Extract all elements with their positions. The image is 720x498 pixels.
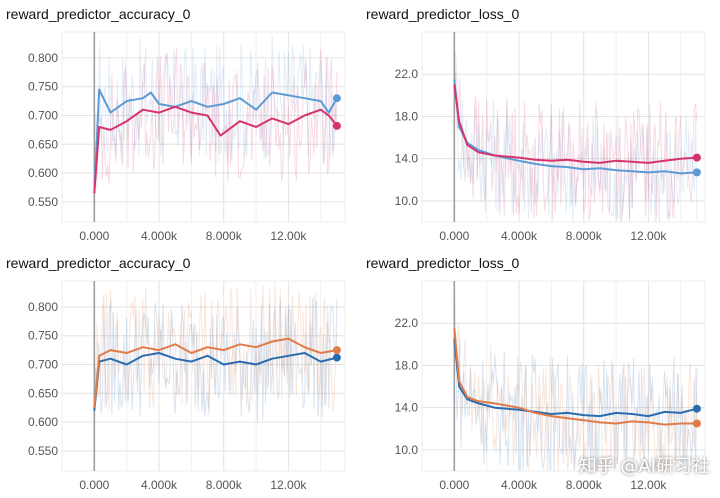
y-tick-label: 0.650 [28, 386, 58, 400]
x-tick-label: 4.000k [501, 478, 538, 492]
x-tick-label: 4.000k [141, 478, 178, 492]
y-tick-label: 22.0 [395, 67, 419, 81]
y-tick-label: 0.800 [28, 51, 58, 65]
x-tick-label: 4.000k [141, 229, 178, 243]
y-tick-label: 18.0 [395, 358, 419, 372]
watermark: 知乎 @AI研习社 [578, 456, 710, 477]
y-tick-label: 10.0 [395, 443, 419, 457]
series-line [93, 337, 338, 408]
y-tick-label: 0.600 [28, 166, 58, 180]
series-line [453, 328, 697, 426]
y-tick-label: 14.0 [395, 152, 419, 166]
y-tick-label: 0.550 [28, 195, 58, 209]
x-tick-label: 12.00k [270, 229, 307, 243]
series-end-point [332, 121, 341, 130]
series-line [453, 84, 697, 164]
y-tick-label: 10.0 [395, 194, 419, 208]
series-end-point [692, 168, 701, 177]
chart-panel-accuracy-2: reward_predictor_accuracy_0 0.550 0.600 0.… [0, 249, 360, 498]
x-tick-label: 0.000 [439, 229, 469, 243]
plot-area [421, 280, 706, 472]
chart-plot: 10.0 14.0 18.0 22.0 0.000 4.000k 8.000k 12.00k [395, 280, 706, 492]
y-tick-label: 22.0 [395, 316, 419, 330]
y-tick-label: 14.0 [395, 401, 419, 415]
series-end-point [332, 94, 341, 103]
series-raw-trace [453, 282, 698, 472]
plot-area [61, 280, 346, 472]
series-line [453, 79, 697, 175]
y-tick-label: 0.750 [28, 80, 58, 94]
x-tick-label: 0.000 [439, 478, 469, 492]
chart-panel-loss-1: reward_predictor_loss_0 10.0 14.0 18.0 22.0… [360, 0, 720, 249]
series-raw-trace [93, 34, 338, 188]
chart-title: reward_predictor_accuracy_0 [6, 6, 191, 22]
series-line [453, 338, 698, 418]
x-tick-label: 0.000 [79, 478, 109, 492]
x-tick-label: 12.00k [630, 229, 667, 243]
chart-plot: 0.550 0.600 0.650 0.700 0.750 0.800 0.000 4.000… [28, 280, 346, 492]
x-tick-label: 12.00k [270, 478, 307, 492]
y-tick-label: 0.600 [28, 415, 58, 429]
series-line [93, 88, 338, 194]
chart-panel-accuracy-1: reward_predictor_accuracy_0 0.550 0.600 0.… [0, 0, 360, 249]
series-end-point [332, 353, 341, 362]
x-tick-label: 12.00k [630, 478, 667, 492]
chart-plot: 0.550 0.600 0.650 0.700 0.750 0.800 0.000 4.000… [28, 31, 346, 243]
series-raw-trace [93, 297, 338, 428]
y-tick-label: 0.650 [28, 137, 58, 151]
y-tick-label: 0.800 [28, 300, 58, 314]
x-tick-label: 8.000k [206, 229, 243, 243]
series-end-point [692, 419, 701, 428]
y-tick-label: 0.550 [28, 444, 58, 458]
x-tick-label: 0.000 [79, 229, 109, 243]
plot-area [61, 31, 346, 223]
series-end-point [692, 404, 701, 413]
series-raw-trace [93, 47, 338, 223]
chart-title: reward_predictor_loss_0 [366, 255, 520, 271]
y-tick-label: 0.750 [28, 329, 58, 343]
series-end-point [332, 346, 341, 355]
chart-title: reward_predictor_accuracy_0 [6, 255, 191, 271]
y-tick-label: 0.700 [28, 357, 58, 371]
series-line [93, 105, 338, 194]
x-tick-label: 4.000k [501, 229, 538, 243]
x-tick-label: 8.000k [566, 229, 603, 243]
series-raw-trace [453, 327, 698, 472]
x-tick-label: 8.000k [566, 478, 603, 492]
y-tick-label: 0.700 [28, 108, 58, 122]
series-raw-trace [453, 72, 698, 222]
x-tick-label: 8.000k [206, 478, 243, 492]
series-line [93, 352, 338, 411]
series-raw-trace [93, 280, 338, 412]
series-raw-trace [453, 52, 698, 223]
chart-panel-loss-2: reward_predictor_loss_0 10.0 14.0 18.0 22.0… [360, 249, 720, 498]
chart-title: reward_predictor_loss_0 [366, 6, 520, 22]
chart-plot: 10.0 14.0 18.0 22.0 0.000 4.000k 8.000k 12.00k [395, 31, 706, 243]
series-end-point [692, 153, 701, 162]
y-tick-label: 18.0 [395, 109, 419, 123]
plot-area [421, 31, 706, 223]
